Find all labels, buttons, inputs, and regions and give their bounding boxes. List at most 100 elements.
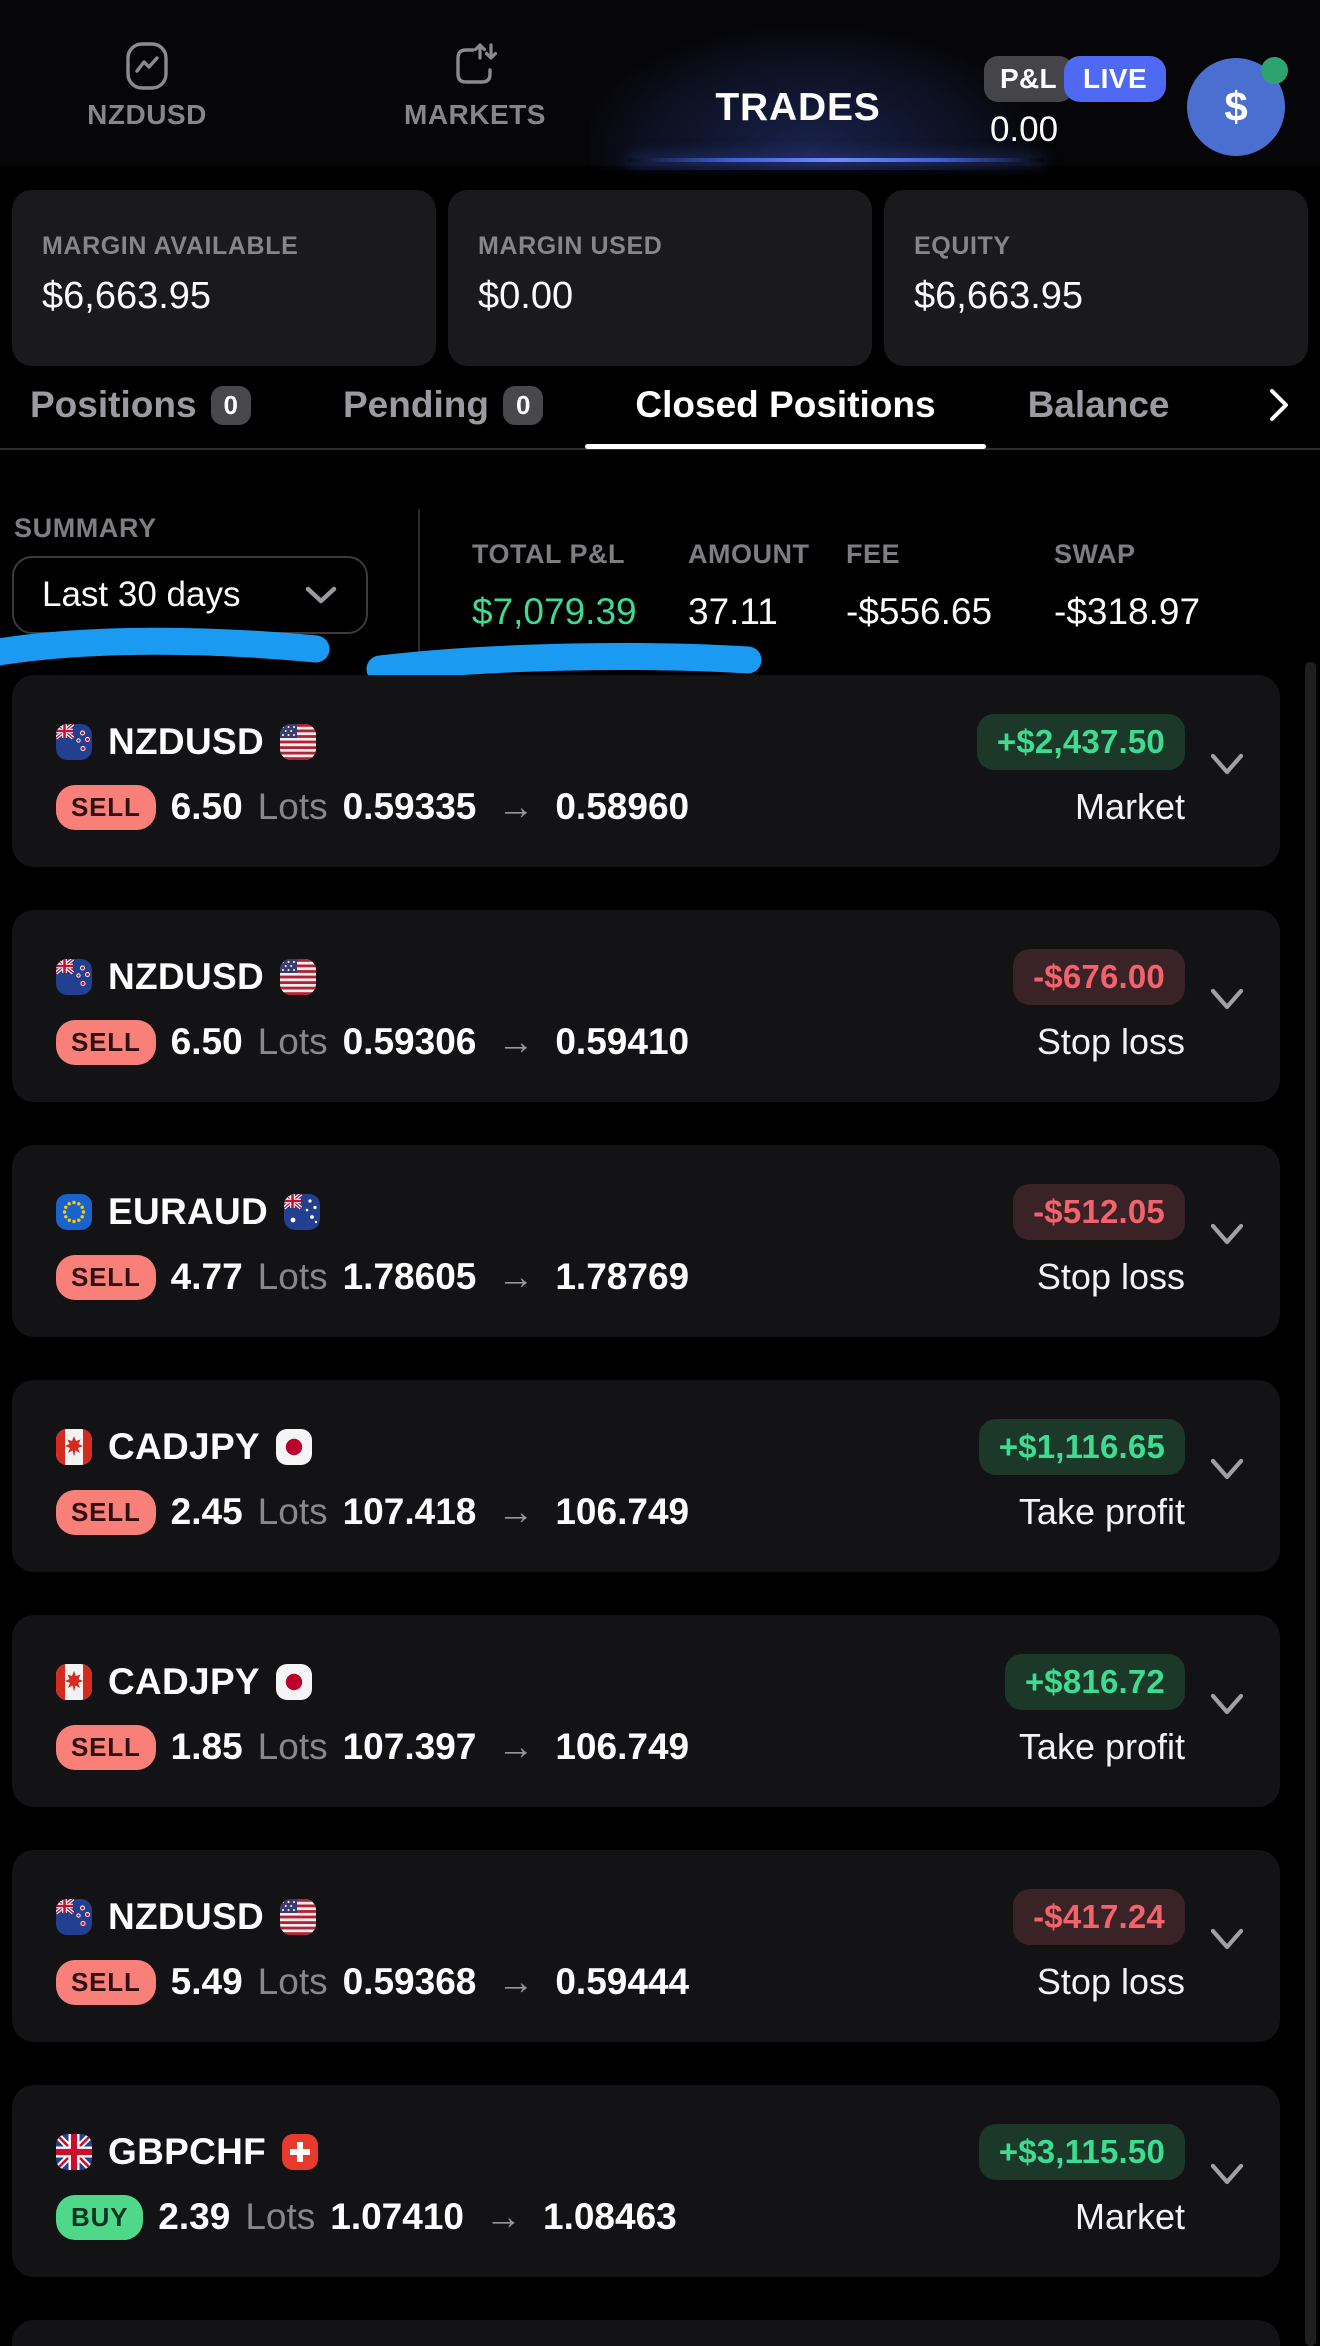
side-badge: SELL bbox=[56, 1254, 156, 1300]
nav-item-markets[interactable]: MARKETS bbox=[390, 40, 560, 131]
account-card-label: EQUITY bbox=[914, 232, 1011, 260]
expand-chevron-icon[interactable] bbox=[1210, 753, 1244, 780]
tab-positions[interactable]: Positions 0 bbox=[30, 361, 251, 449]
pair-name: EURAUD bbox=[108, 1191, 269, 1232]
open-price: 0.59335 bbox=[342, 786, 477, 827]
trade-card[interactable]: NZDUSD +$2,437.50 SELL 6.50 Lots 0.59335… bbox=[12, 675, 1280, 867]
trade-card[interactable]: GBPCHF +$3,115.50 BUY 2.39 Lots 1.07410 … bbox=[12, 2085, 1280, 2277]
expand-chevron-icon[interactable] bbox=[1210, 1928, 1244, 1955]
summary-section: SUMMARY Last 30 days TOTAL P&L $7,079.39… bbox=[0, 505, 1320, 683]
tab-pending[interactable]: Pending 0 bbox=[343, 361, 544, 449]
account-card-label: MARGIN USED bbox=[478, 232, 663, 260]
markets-icon bbox=[449, 40, 501, 92]
closed-positions-list: NZDUSD +$2,437.50 SELL 6.50 Lots 0.59335… bbox=[12, 675, 1280, 2346]
period-dropdown-value: Last 30 days bbox=[42, 575, 241, 614]
side-badge: BUY bbox=[56, 2194, 144, 2240]
trade-card-partial[interactable] bbox=[12, 2320, 1280, 2346]
expand-chevron-icon[interactable] bbox=[1210, 1223, 1244, 1250]
stat-label: AMOUNT bbox=[688, 539, 810, 569]
pnl-badge: +$3,115.50 bbox=[978, 2124, 1185, 2180]
order-type: Stop loss bbox=[1036, 1961, 1185, 2002]
trade-size: 2.45 bbox=[170, 1491, 243, 1532]
trade-card[interactable]: EURAUD -$512.05 SELL 4.77 Lots 1.78605 →… bbox=[12, 1145, 1280, 1337]
chevron-down-icon bbox=[304, 584, 338, 606]
stat-value: -$556.65 bbox=[846, 591, 993, 632]
more-tabs-button[interactable] bbox=[1268, 387, 1290, 423]
expand-chevron-icon[interactable] bbox=[1210, 1458, 1244, 1485]
trade-card[interactable]: CADJPY +$816.72 SELL 1.85 Lots 107.397 →… bbox=[12, 1615, 1280, 1807]
stat-value: $7,079.39 bbox=[472, 591, 637, 632]
trade-size: 6.50 bbox=[170, 1021, 243, 1062]
arrow-right-icon: → bbox=[497, 1491, 535, 1532]
trade-card[interactable]: NZDUSD -$676.00 SELL 6.50 Lots 0.59306 →… bbox=[12, 910, 1280, 1102]
pnl-badge: +$1,116.65 bbox=[978, 1419, 1185, 1475]
order-type: Stop loss bbox=[1036, 1256, 1185, 1297]
order-type: Market bbox=[1074, 786, 1185, 827]
flag-au-icon bbox=[284, 1194, 321, 1230]
flag-eu-icon bbox=[56, 1194, 92, 1230]
arrow-right-icon: → bbox=[497, 1726, 535, 1767]
lots-label: Lots bbox=[257, 1726, 328, 1767]
close-price: 1.08463 bbox=[543, 2196, 677, 2237]
account-card-value: $0.00 bbox=[478, 275, 574, 317]
flag-ca-icon bbox=[56, 1429, 92, 1465]
period-dropdown[interactable]: Last 30 days bbox=[12, 556, 368, 634]
account-card-value: $6,663.95 bbox=[42, 275, 212, 317]
lots-label: Lots bbox=[257, 786, 328, 827]
order-type: Stop loss bbox=[1036, 1021, 1185, 1062]
side-badge: SELL bbox=[56, 1489, 156, 1535]
flag-nz-icon bbox=[56, 724, 92, 760]
scrollbar bbox=[1305, 662, 1316, 2346]
tab-count-badge: 0 bbox=[210, 385, 251, 425]
side-badge: SELL bbox=[56, 1019, 156, 1065]
lots-label: Lots bbox=[257, 1256, 328, 1297]
lots-label: Lots bbox=[257, 1491, 328, 1532]
side-badge: SELL bbox=[56, 1724, 156, 1770]
tab-closed-positions[interactable]: Closed Positions bbox=[585, 361, 986, 449]
tab-trades-active[interactable]: TRADES bbox=[715, 86, 881, 129]
lots-label: Lots bbox=[245, 2196, 316, 2237]
pnl-badge: -$417.24 bbox=[1013, 1889, 1185, 1945]
flag-ch-icon bbox=[282, 2134, 319, 2170]
tab-count-badge: 0 bbox=[502, 385, 544, 425]
expand-chevron-icon[interactable] bbox=[1210, 1693, 1244, 1720]
account-summary-row: MARGIN AVAILABLE $6,663.95 MARGIN USED $… bbox=[12, 190, 1308, 366]
account-card: MARGIN AVAILABLE $6,663.95 bbox=[12, 190, 436, 366]
trade-card[interactable]: NZDUSD -$417.24 SELL 5.49 Lots 0.59368 →… bbox=[12, 1850, 1280, 2042]
account-card: MARGIN USED $0.00 bbox=[448, 190, 872, 366]
live-badge[interactable]: LIVE bbox=[1064, 56, 1167, 102]
close-price: 106.749 bbox=[555, 1726, 690, 1767]
nav-markets-label: MARKETS bbox=[404, 99, 546, 130]
tab-balance[interactable]: Balance bbox=[1028, 361, 1170, 449]
positions-tabs: Positions 0 Pending 0 Closed Positions B… bbox=[0, 362, 1320, 450]
expand-chevron-icon[interactable] bbox=[1210, 988, 1244, 1015]
close-price: 106.749 bbox=[555, 1491, 690, 1532]
header-glow bbox=[590, 30, 1030, 170]
open-price: 107.397 bbox=[342, 1726, 477, 1767]
trade-size: 4.77 bbox=[170, 1256, 243, 1297]
pair-name: NZDUSD bbox=[108, 1896, 264, 1937]
pnl-badge: -$676.00 bbox=[1013, 949, 1185, 1005]
expand-chevron-icon[interactable] bbox=[1210, 2163, 1244, 2190]
flag-us-icon bbox=[279, 959, 316, 995]
flag-jp-icon bbox=[275, 1429, 312, 1465]
order-type: Market bbox=[1074, 2196, 1185, 2237]
order-type: Take profit bbox=[1018, 1491, 1185, 1532]
app-header: NZDUSD MARKETS TRADES P&L 0.00 LIVE $ bbox=[0, 0, 1320, 170]
account-avatar[interactable]: $ bbox=[1187, 57, 1288, 156]
trade-card[interactable]: CADJPY +$1,116.65 SELL 2.45 Lots 107.418… bbox=[12, 1380, 1280, 1572]
trade-size: 1.85 bbox=[170, 1726, 243, 1767]
online-status-dot bbox=[1261, 57, 1288, 84]
nav-item-chart[interactable]: NZDUSD bbox=[62, 40, 232, 131]
chart-icon bbox=[121, 40, 173, 92]
stat-label: TOTAL P&L bbox=[472, 539, 625, 569]
close-price: 0.58960 bbox=[555, 786, 690, 827]
tab-label: Balance bbox=[1027, 384, 1170, 425]
stat-value: 37.11 bbox=[688, 591, 778, 632]
tab-label: Pending bbox=[343, 384, 489, 425]
pnl-toggle[interactable]: P&L 0.00 bbox=[984, 56, 1073, 150]
lots-label: Lots bbox=[257, 1961, 328, 2002]
flag-nz-icon bbox=[56, 1899, 92, 1935]
open-price: 1.78605 bbox=[342, 1256, 477, 1297]
summary-divider bbox=[418, 509, 420, 661]
